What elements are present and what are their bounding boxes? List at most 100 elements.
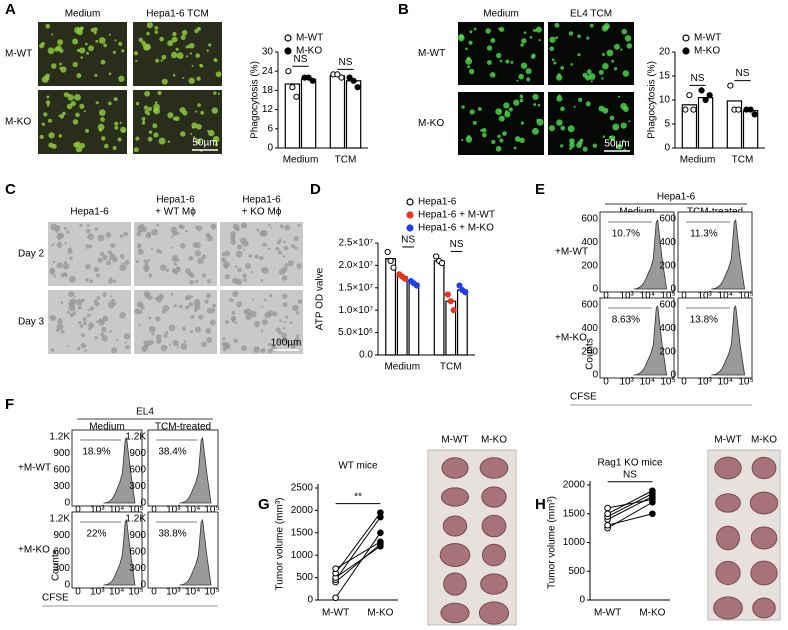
- cell: [160, 344, 168, 352]
- cell: [141, 116, 146, 121]
- cell: [109, 295, 113, 298]
- x-tick-label: 10³: [697, 291, 712, 302]
- cell: [617, 95, 621, 98]
- cell: [64, 242, 67, 245]
- cell: [241, 345, 247, 352]
- cell: [582, 146, 588, 152]
- cell: [81, 298, 85, 302]
- cell: [503, 102, 510, 109]
- pair-line: [335, 541, 381, 570]
- gate-percentage: 22%: [86, 529, 106, 540]
- cell: [155, 58, 160, 63]
- y-tick-label: 0.0: [359, 350, 373, 361]
- cell: [553, 61, 557, 65]
- data-point: [686, 92, 693, 99]
- cell: [201, 273, 206, 278]
- data-point: [462, 289, 469, 296]
- cell: [526, 77, 531, 82]
- cell: [589, 23, 594, 28]
- x-tick-label: 10³: [619, 291, 634, 302]
- cell: [195, 110, 198, 113]
- legend-marker: [284, 34, 292, 42]
- cell: [85, 128, 90, 133]
- cell: [189, 273, 195, 279]
- cell: [598, 69, 604, 75]
- cell: [532, 127, 539, 135]
- cell: [119, 254, 125, 259]
- cell: [158, 137, 166, 145]
- cell: [159, 264, 167, 272]
- y-tick-label: 600: [53, 547, 70, 558]
- legend-label: Hepa1-6 + M-WT: [418, 210, 495, 221]
- y-tick-label: 18: [262, 85, 274, 96]
- cell: [63, 226, 67, 230]
- cell: [508, 107, 513, 112]
- cell: [151, 332, 155, 336]
- bar: [385, 258, 397, 356]
- cell: [208, 129, 215, 137]
- y-tick-label: 1500: [563, 508, 586, 519]
- cell: [556, 95, 563, 102]
- cell: [115, 338, 119, 342]
- cell: [499, 59, 503, 63]
- data-point: [354, 84, 361, 91]
- cell: [123, 231, 129, 237]
- data-point: [332, 565, 339, 572]
- cell: [172, 268, 176, 273]
- cell: [249, 310, 257, 318]
- cell: [623, 148, 626, 151]
- histogram: [179, 436, 212, 504]
- cell: [85, 278, 89, 282]
- cell: [263, 298, 267, 302]
- panel-letter: E: [535, 181, 545, 198]
- cell: [79, 103, 85, 109]
- cell: [200, 110, 205, 115]
- cell: [144, 90, 150, 97]
- cell: [75, 298, 83, 306]
- cell: [234, 265, 238, 268]
- cell: [622, 139, 625, 142]
- y-tick-label: 400: [659, 323, 676, 334]
- data-point: [444, 291, 451, 298]
- cell: [73, 295, 76, 298]
- cell: [61, 233, 64, 237]
- cell: [133, 51, 139, 56]
- bar: [396, 276, 408, 356]
- cell: [107, 250, 113, 255]
- cell: [51, 33, 54, 36]
- cell: [69, 256, 73, 261]
- x-tick-label: TCM: [440, 362, 462, 373]
- cell: [75, 145, 83, 153]
- column-label: Hepa1-6 TCM: [146, 9, 209, 20]
- x-tick-label: Medium: [680, 155, 716, 166]
- cell: [185, 229, 188, 233]
- cell: [170, 246, 173, 249]
- data-point: [293, 93, 300, 100]
- cell: [174, 266, 181, 273]
- x-tick-label: Medium: [283, 155, 319, 166]
- legend-label: M-KO: [296, 46, 322, 57]
- y-tick-label: 600: [659, 300, 676, 311]
- cell: [109, 253, 116, 260]
- cell: [182, 76, 185, 80]
- bar: [284, 83, 301, 149]
- cell: [86, 313, 91, 318]
- cell: [602, 135, 606, 138]
- cell: [556, 74, 563, 81]
- cell: [251, 270, 254, 274]
- cell: [245, 313, 252, 321]
- cell: [170, 51, 178, 59]
- cell: [146, 292, 151, 298]
- bar: [433, 260, 445, 356]
- y-tick-label: 400: [581, 323, 598, 334]
- cell: [52, 260, 56, 264]
- cell: [252, 298, 255, 301]
- y-tick-label: 400: [581, 237, 598, 248]
- cell: [144, 42, 147, 46]
- cell: [482, 132, 487, 138]
- cell: [505, 110, 508, 114]
- data-point: [604, 504, 611, 512]
- tumor: [715, 493, 741, 513]
- data-point: [390, 264, 397, 271]
- cell: [490, 37, 496, 43]
